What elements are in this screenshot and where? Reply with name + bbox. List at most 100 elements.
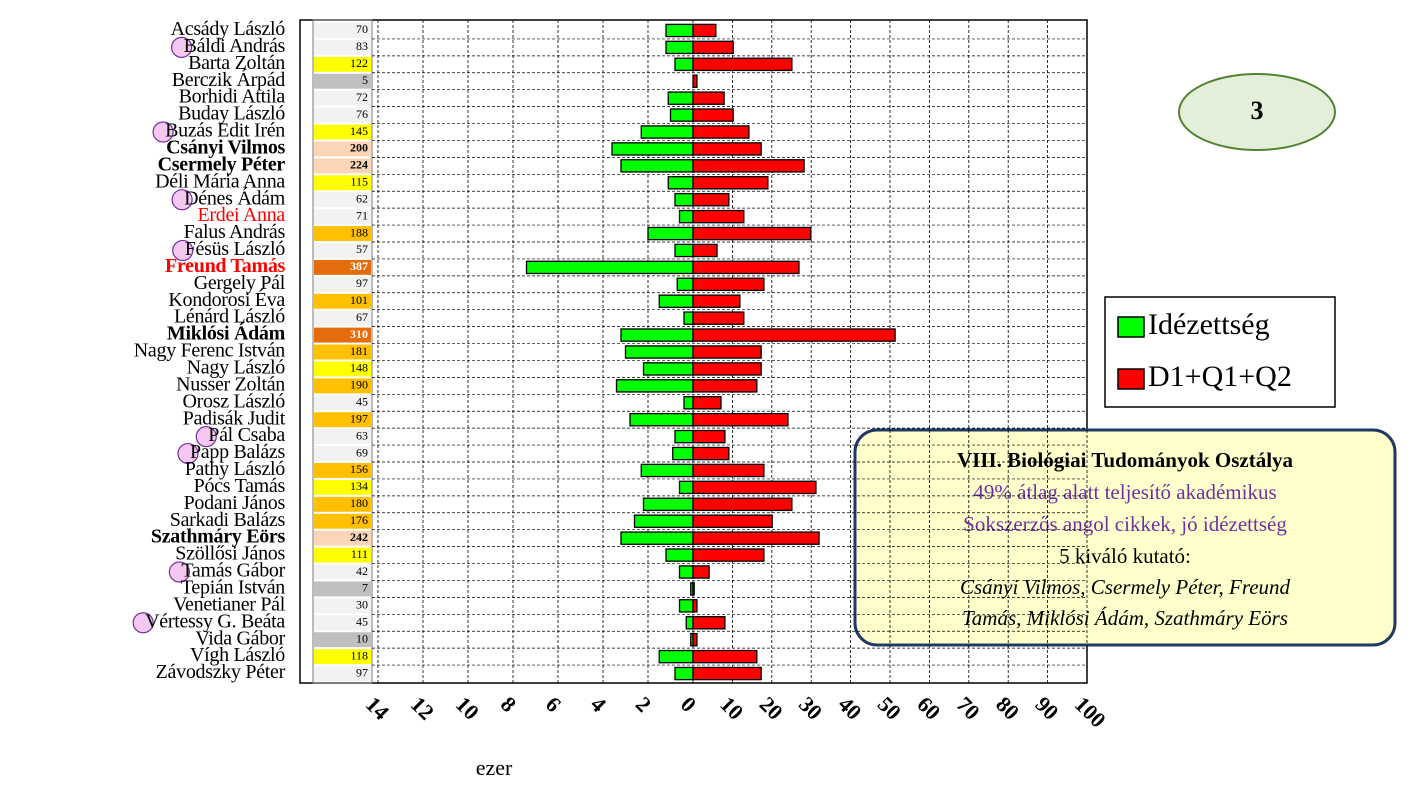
- score-cell: [314, 293, 371, 309]
- score-cell: [314, 209, 371, 225]
- score-cell: [314, 564, 371, 580]
- row-name: Pathy László: [185, 458, 286, 480]
- bar: [692, 260, 800, 275]
- row-name: Tepián István: [181, 577, 285, 599]
- x-tick-label: 50: [873, 691, 906, 724]
- bar: [692, 565, 710, 579]
- score-cell: [314, 158, 371, 174]
- score-cell: [314, 547, 371, 563]
- x-tick-label: 70: [952, 691, 985, 724]
- bar: [692, 192, 730, 207]
- annotation: VIII. Biológiai Tudományok Osztálya 49% …: [957, 448, 1294, 630]
- score: 190: [350, 378, 368, 392]
- x-axis-label: ezer: [476, 755, 513, 780]
- score-cell: [314, 496, 371, 512]
- bar: [678, 599, 694, 613]
- legend-label: D1+Q1+Q2: [1148, 360, 1292, 393]
- bar: [633, 514, 694, 528]
- row-name: Podani János: [184, 492, 286, 514]
- score-cell: [314, 124, 371, 140]
- score: 134: [350, 479, 368, 493]
- row-name: Buzás Edit Irén: [165, 120, 285, 142]
- score-cell: [314, 73, 371, 89]
- bar: [692, 91, 725, 105]
- score: 97: [356, 665, 368, 679]
- score: 188: [350, 225, 368, 239]
- row-name: Acsády László: [171, 18, 286, 40]
- bar: [692, 429, 726, 444]
- score-cell: [314, 429, 371, 445]
- bar: [642, 497, 694, 512]
- bar: [692, 446, 730, 461]
- bar: [692, 40, 734, 55]
- bar: [692, 412, 789, 427]
- row-name: Csermely Péter: [158, 153, 286, 175]
- bar: [683, 311, 694, 325]
- score-cell: [314, 259, 371, 275]
- bar: [665, 23, 694, 38]
- x-tick-label: 90: [1030, 691, 1063, 724]
- bar: [615, 379, 694, 393]
- x-tick-label: 4: [586, 691, 611, 716]
- score: 310: [350, 327, 368, 341]
- bar: [658, 294, 694, 308]
- score: 45: [356, 615, 368, 629]
- score-cell: [314, 192, 371, 208]
- bar: [692, 396, 722, 410]
- score: 7: [362, 581, 368, 595]
- x-tick-label: 10: [715, 691, 748, 724]
- x-tick-label: 12: [406, 691, 439, 724]
- member-marker: [172, 239, 194, 262]
- bar: [674, 243, 694, 258]
- member-marker: [171, 36, 193, 58]
- score-cell: [314, 378, 371, 394]
- score-cell: [314, 412, 371, 428]
- score: 76: [356, 107, 368, 121]
- score: 72: [356, 90, 368, 104]
- score-cell: [314, 513, 371, 529]
- bar: [692, 379, 758, 393]
- bar: [692, 23, 717, 38]
- x-tick-label: 30: [794, 691, 827, 724]
- score: 97: [356, 276, 368, 290]
- legend-swatch: [1117, 316, 1145, 338]
- row-name: Szöllősi János: [175, 543, 285, 565]
- score: 111: [351, 547, 368, 561]
- bar: [665, 548, 694, 562]
- score: 10: [356, 631, 368, 645]
- score-cell: [314, 598, 371, 614]
- score: 200: [350, 141, 368, 155]
- bar: [692, 277, 765, 292]
- bar: [640, 125, 694, 139]
- bar: [678, 565, 694, 579]
- score: 69: [356, 445, 368, 459]
- score-cell: [314, 39, 371, 55]
- bar: [642, 362, 694, 376]
- row-name: Pócs Tamás: [194, 475, 286, 497]
- score-cell: [314, 226, 371, 241]
- badge-text: 3: [1251, 96, 1264, 125]
- bar: [611, 142, 694, 156]
- bar: [692, 480, 817, 495]
- row-name: Kondorosi Éva: [168, 288, 285, 311]
- row-name: Nagy László: [187, 357, 286, 379]
- x-tick-label: 0: [676, 691, 701, 716]
- score-column: [312, 19, 373, 684]
- score: 70: [356, 22, 368, 36]
- score: 118: [350, 648, 368, 662]
- score: 387: [350, 259, 368, 273]
- row-name: Déli Mária Anna: [155, 170, 285, 192]
- bar: [692, 125, 750, 139]
- score: 83: [356, 39, 368, 53]
- row-name: Vértessy G. Beáta: [145, 610, 285, 632]
- row-name: Miklósi Ádám: [167, 322, 286, 345]
- bar: [620, 328, 694, 342]
- member-marker: [152, 121, 174, 143]
- x-tick-label: 10: [451, 691, 484, 724]
- bar: [692, 311, 745, 325]
- bar: [692, 328, 896, 342]
- bar: [624, 345, 694, 359]
- bar: [672, 446, 694, 461]
- bar: [692, 209, 745, 224]
